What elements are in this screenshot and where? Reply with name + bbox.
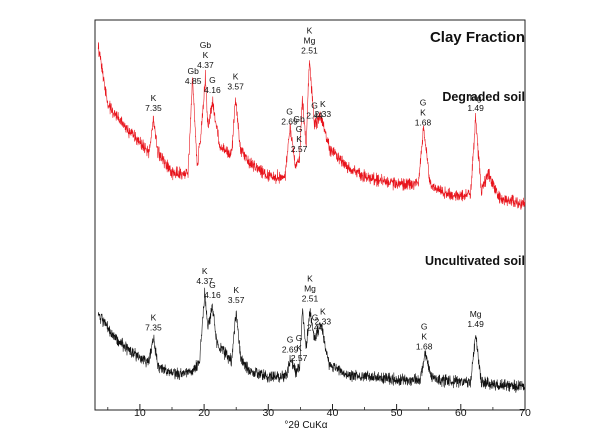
peak-label-12-0: K [151, 313, 157, 323]
peak-label-22-1: 1.49 [467, 319, 484, 329]
peak-label-13-0: K [202, 266, 208, 276]
peak-label-6-1: G [296, 124, 303, 134]
x-tick-label-4: 50 [391, 407, 403, 419]
x-tick-label-2: 30 [262, 407, 274, 419]
annotation-layer: K7.35Gb4.85GbK4.37G4.16K3.57G2.69GbGK2.5… [145, 26, 484, 363]
peak-label-21-0: G [421, 321, 428, 331]
peak-label-7-2: 2.51 [301, 46, 318, 56]
peak-label-11-1: 1.49 [467, 103, 484, 113]
peak-label-18-2: 2.51 [302, 293, 319, 303]
peak-label-17-0: G [296, 333, 303, 343]
x-tick-label-6: 70 [519, 407, 531, 419]
plot-frame [94, 19, 526, 411]
peak-label-19-0: G [312, 313, 319, 323]
peak-label-2-2: 4.37 [197, 60, 214, 70]
x-tick-label-3: 40 [327, 407, 339, 419]
peak-label-17-2: 2.57 [291, 353, 308, 363]
x-tick-label-1: 20 [198, 407, 210, 419]
peak-label-0-1: 7.35 [145, 103, 162, 113]
x-tick-label-0: 10 [134, 407, 146, 419]
peak-label-2-1: K [203, 50, 209, 60]
peak-label-19-1: 2.44 [307, 323, 324, 333]
peak-label-3-1: 4.16 [204, 85, 221, 95]
peak-label-6-0: Gb [293, 114, 305, 124]
peak-label-1-0: Gb [188, 66, 200, 76]
peak-label-8-1: 2.44 [306, 110, 323, 120]
x-axis: 10 20 30 40 50 60 70 [107, 404, 531, 419]
peak-label-20-0: K [320, 307, 326, 317]
peak-label-10-1: K [420, 108, 426, 118]
peak-label-20-1: 2.33 [315, 317, 332, 327]
peak-label-6-2: K [296, 134, 302, 144]
peak-label-22-0: Mg [470, 309, 482, 319]
peak-label-18-0: K [307, 273, 313, 283]
series-line-0 [97, 41, 526, 210]
peak-label-18-1: Mg [304, 283, 316, 293]
peak-label-3-0: G [209, 75, 216, 85]
peak-label-0-0: K [151, 93, 157, 103]
peak-label-14-0: G [209, 280, 216, 290]
series-layer [97, 41, 526, 393]
peak-label-9-0: K [320, 99, 326, 109]
peak-label-5-0: G [286, 107, 293, 117]
peak-label-1-1: 4.85 [185, 76, 202, 86]
x-tick-label-5: 60 [455, 407, 467, 419]
series-label-degraded: Degraded soil [442, 90, 525, 104]
peak-label-10-2: 1.68 [415, 118, 432, 128]
peak-label-11-0: Mg [470, 93, 482, 103]
peak-label-13-1: 4.37 [196, 276, 213, 286]
peak-label-10-0: G [420, 98, 427, 108]
peak-label-14-1: 4.16 [204, 290, 221, 300]
peak-label-5-1: 2.69 [281, 117, 298, 127]
peak-label-6-3: 2.57 [291, 144, 308, 154]
peak-label-15-0: K [233, 285, 239, 295]
series-line-1 [97, 287, 526, 393]
peak-label-21-1: K [421, 331, 427, 341]
peak-label-9-1: 2.33 [315, 109, 332, 119]
x-axis-label: °2θ CuKα [284, 420, 327, 431]
peak-label-7-1: Mg [303, 36, 315, 46]
peak-label-8-0: G [311, 100, 318, 110]
series-label-uncultivated: Uncultivated soil [425, 254, 525, 268]
peak-label-4-0: K [233, 72, 239, 82]
peak-label-16-1: 2.69 [282, 344, 299, 354]
chart-title: Clay Fraction [430, 29, 525, 46]
peak-label-4-1: 3.57 [227, 82, 244, 92]
peak-label-16-0: G [287, 334, 294, 344]
peak-label-7-0: K [307, 26, 313, 36]
peak-label-17-1: K [296, 343, 302, 353]
peak-label-15-1: 3.57 [228, 295, 245, 305]
peak-label-2-0: Gb [200, 40, 212, 50]
peak-label-12-1: 7.35 [145, 323, 162, 333]
peak-label-21-2: 1.68 [416, 341, 433, 351]
